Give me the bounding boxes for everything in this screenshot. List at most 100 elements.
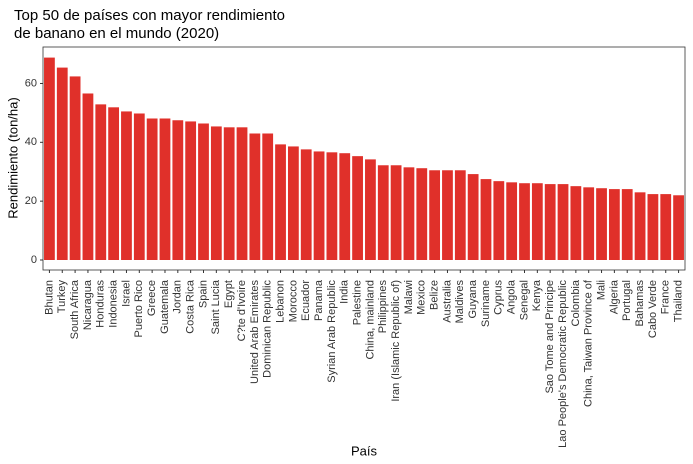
x-tick-label: Iran (Islamic Republic of) xyxy=(390,280,402,402)
bar xyxy=(146,118,158,260)
x-tick-label: France xyxy=(660,280,672,314)
bar xyxy=(69,76,81,260)
x-tick-label: Australia xyxy=(441,279,453,323)
bar xyxy=(249,133,261,260)
x-tick-label: Mali xyxy=(595,280,607,300)
x-tick-label: Spain xyxy=(197,280,209,308)
x-tick-label: Ecuador xyxy=(300,280,312,321)
bar xyxy=(108,107,120,260)
x-tick-label: China, mainland xyxy=(364,280,376,360)
x-tick-label: Malawi xyxy=(403,280,415,314)
x-tick-label: C?te d'Ivoire xyxy=(236,280,248,341)
y-tick-label: 20 xyxy=(25,195,37,207)
x-tick-label: Panama xyxy=(313,279,325,321)
bar xyxy=(608,189,620,260)
bar xyxy=(313,151,325,260)
x-tick-label: Guyana xyxy=(467,279,479,318)
x-tick-label: Costa Rica xyxy=(185,279,197,334)
bar xyxy=(300,149,312,260)
x-tick-label: Senegal xyxy=(518,280,530,320)
x-tick-label: Egypt xyxy=(223,280,235,308)
bar xyxy=(198,123,209,260)
x-tick-label: Guatemala xyxy=(159,279,171,334)
bar xyxy=(287,146,299,260)
x-tick-label: India xyxy=(339,279,351,304)
bar xyxy=(403,167,415,260)
bar xyxy=(429,170,441,260)
bar xyxy=(480,179,492,260)
bar xyxy=(159,118,171,260)
bar xyxy=(673,195,684,260)
y-tick-label: 60 xyxy=(25,77,37,89)
x-tick-label: United Arab Emirates xyxy=(249,280,261,384)
bar xyxy=(326,152,338,260)
bar xyxy=(390,165,402,260)
x-tick-label: Algeria xyxy=(608,279,620,314)
bar xyxy=(621,189,633,260)
bar xyxy=(557,184,569,260)
x-tick-label: Philippines xyxy=(377,280,389,334)
bar xyxy=(544,184,556,260)
x-tick-label: Portugal xyxy=(621,280,633,321)
bar xyxy=(275,144,286,260)
bar xyxy=(44,57,55,260)
bar xyxy=(634,192,646,260)
bar xyxy=(442,170,453,260)
x-tick-label: China, Taiwan Province of xyxy=(583,279,595,407)
bar xyxy=(95,104,107,260)
bar xyxy=(583,187,595,260)
bar xyxy=(262,133,274,260)
x-tick-label: Jordan xyxy=(172,280,184,314)
x-tick-label: Palestine xyxy=(351,280,363,325)
x-tick-label: South Africa xyxy=(69,279,81,339)
x-tick-label: Lao People's Democratic Republic xyxy=(557,280,569,448)
y-axis-label: Rendimiento (ton/ha) xyxy=(5,97,20,218)
y-tick-label: 0 xyxy=(31,254,37,266)
x-tick-label: Sao Tome and Principe xyxy=(544,280,556,394)
bar xyxy=(236,127,248,260)
x-tick-label: Dominican Republic xyxy=(262,280,274,378)
bar xyxy=(416,168,428,260)
bar xyxy=(377,165,389,260)
x-tick-label: Turkey xyxy=(56,280,68,314)
bar xyxy=(506,182,518,260)
x-tick-label: Maldives xyxy=(454,280,466,324)
x-tick-label: Indonesia xyxy=(108,279,120,328)
bar xyxy=(531,183,543,260)
x-tick-label: Kenya xyxy=(531,279,543,311)
x-tick-label: Cyprus xyxy=(493,280,505,315)
x-tick-label: Suriname xyxy=(480,280,492,327)
x-tick-label: Mexico xyxy=(416,280,428,315)
x-tick-label: Syrian Arab Republic xyxy=(326,280,338,383)
bar xyxy=(570,186,582,260)
x-tick-label: Greece xyxy=(146,280,158,316)
x-tick-label: Thailand xyxy=(672,280,684,322)
bar xyxy=(519,183,530,260)
x-tick-label: Angola xyxy=(506,279,518,314)
bar xyxy=(223,127,235,260)
bar xyxy=(596,188,607,260)
bar xyxy=(467,174,479,260)
chart-title: de banano en el mundo (2020) xyxy=(14,25,219,42)
x-tick-label: Cabo Verde xyxy=(647,280,659,338)
bar xyxy=(352,156,363,260)
x-axis-label: País xyxy=(351,443,378,458)
bar xyxy=(365,159,376,260)
bar xyxy=(172,120,184,260)
x-tick-label: Israel xyxy=(120,280,132,307)
bar xyxy=(339,153,351,260)
x-tick-label: Honduras xyxy=(95,280,107,328)
y-tick-label: 40 xyxy=(25,136,37,148)
x-tick-label: Nicaragua xyxy=(82,279,94,330)
x-tick-label: Puerto Rico xyxy=(133,280,145,337)
bar xyxy=(185,121,197,260)
x-tick-label: Colombia xyxy=(570,279,582,326)
bar xyxy=(210,126,222,260)
bar xyxy=(660,194,672,260)
x-tick-label: Bahamas xyxy=(634,280,646,327)
bar xyxy=(56,67,68,260)
bar xyxy=(121,111,132,260)
x-tick-label: Belize xyxy=(429,280,441,310)
chart-title: Top 50 de países con mayor rendimiento xyxy=(14,7,285,24)
